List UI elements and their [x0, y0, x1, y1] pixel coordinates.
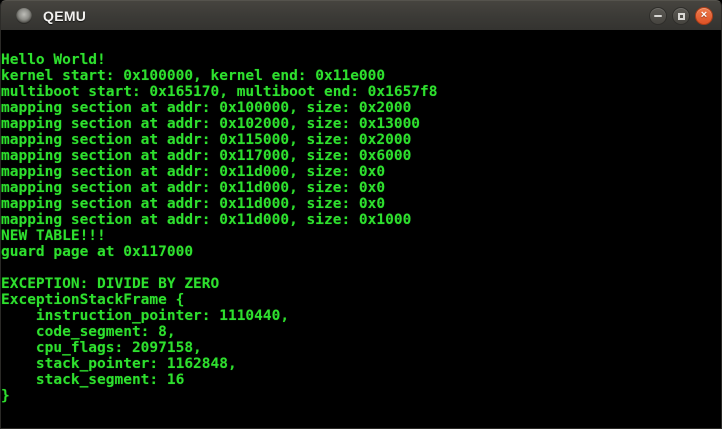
qemu-logo-icon	[16, 8, 32, 24]
minimize-button[interactable]	[649, 7, 667, 25]
close-icon: ×	[700, 9, 708, 21]
vga-console-output[interactable]: Hello World! kernel start: 0x100000, ker…	[0, 30, 722, 429]
console-text: Hello World! kernel start: 0x100000, ker…	[1, 52, 438, 404]
window-controls: ×	[649, 7, 713, 25]
window-title: QEMU	[43, 8, 87, 24]
minimize-icon	[654, 15, 662, 17]
maximize-button[interactable]	[672, 7, 690, 25]
maximize-icon	[677, 12, 685, 20]
close-button[interactable]: ×	[695, 7, 713, 25]
window-titlebar[interactable]: QEMU ×	[0, 0, 722, 30]
